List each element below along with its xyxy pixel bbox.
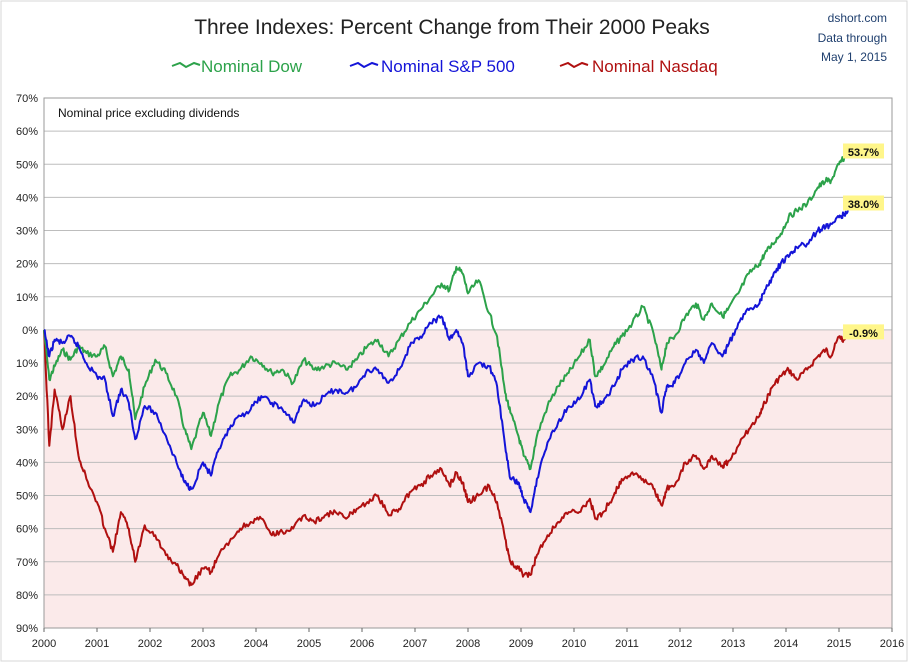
- legend-entry-sp500: Nominal S&P 500: [349, 57, 515, 76]
- x-tick-label: 2011: [615, 638, 639, 650]
- end-callout-box-sp500: [843, 195, 884, 211]
- x-tick-label: 2010: [562, 638, 586, 650]
- data-through-label: Data through: [818, 31, 887, 45]
- legend-line-nasdaq: [559, 61, 589, 69]
- x-tick-label: 2014: [774, 638, 798, 650]
- y-axis: 70% 60% 50% 40% 30% 20% 10% 0% 10% 20% 30% 40% 50% 60…: [16, 93, 38, 635]
- plot-area: Nominal price excluding dividends 53.7% 3…: [43, 97, 893, 629]
- x-tick-label: 2009: [509, 638, 533, 650]
- end-callout-box-nasdaq: [843, 324, 884, 340]
- y-tick-label: 20%: [16, 259, 38, 271]
- y-tick-label: 70%: [16, 557, 38, 569]
- legend-line-dow: [171, 61, 201, 69]
- y-tick-label: 40%: [16, 192, 38, 204]
- y-tick-label: 40%: [16, 457, 38, 469]
- legend-label-sp500: Nominal S&P 500: [381, 57, 515, 76]
- end-callout-label-dow: 53.7%: [848, 147, 879, 159]
- x-tick-label: 2013: [721, 638, 745, 650]
- source-label: dshort.com: [828, 11, 887, 25]
- x-tick-label: 2006: [350, 638, 374, 650]
- x-tick-label: 2002: [138, 638, 162, 650]
- y-tick-label: 50%: [16, 159, 38, 171]
- x-tick-label: 2007: [403, 638, 427, 650]
- end-callout-box-dow: [843, 143, 884, 159]
- x-tick-label: 2008: [456, 638, 480, 650]
- legend-line-sp500: [349, 61, 379, 69]
- chart-subtitle: Nominal price excluding dividends: [58, 106, 239, 120]
- legend-label-dow: Nominal Dow: [201, 57, 303, 76]
- x-tick-label: 2015: [827, 638, 851, 650]
- y-tick-label: 30%: [16, 226, 38, 238]
- y-tick-label: 50%: [16, 491, 38, 503]
- x-tick-label: 2003: [191, 638, 215, 650]
- end-value-callouts: 53.7% 38.0% -0.9%: [843, 143, 884, 340]
- y-tick-label: 80%: [16, 590, 38, 602]
- legend: Nominal Dow Nominal S&P 500 Nominal Nasd…: [171, 57, 718, 76]
- x-tick-label: 2001: [85, 638, 109, 650]
- legend-label-nasdaq: Nominal Nasdaq: [592, 57, 718, 76]
- series-lines: [43, 147, 858, 587]
- chart-title: Three Indexes: Percent Change from Their…: [194, 16, 710, 39]
- end-callout-label-nasdaq: -0.9%: [849, 328, 878, 340]
- x-tick-label: 2000: [32, 638, 56, 650]
- legend-entry-dow: Nominal Dow: [171, 57, 303, 76]
- y-tick-label: 30%: [16, 424, 38, 436]
- series-line-dow: [43, 147, 858, 471]
- y-tick-label: 10%: [16, 358, 38, 370]
- gridlines: [44, 97, 892, 629]
- y-tick-label: 10%: [16, 292, 38, 304]
- y-tick-label: 60%: [16, 126, 38, 138]
- end-callout-label-sp500: 38.0%: [848, 199, 879, 211]
- x-axis: 2000 2001 2002 2003 2004 2005 2006 2007 2008 2009…: [32, 628, 904, 650]
- y-tick-label: 90%: [16, 623, 38, 635]
- data-through-date: May 1, 2015: [821, 50, 887, 64]
- x-tick-label: 2012: [668, 638, 692, 650]
- series-line-nasdaq: [43, 327, 858, 587]
- x-tick-label: 2005: [297, 638, 321, 650]
- y-tick-label: 0%: [22, 325, 38, 337]
- x-tick-label: 2004: [244, 638, 268, 650]
- y-tick-label: 20%: [16, 391, 38, 403]
- legend-entry-nasdaq: Nominal Nasdaq: [559, 57, 718, 76]
- series-line-sp500: [43, 203, 858, 514]
- y-tick-label: 70%: [16, 93, 38, 105]
- y-tick-label: 60%: [16, 524, 38, 536]
- x-tick-label: 2016: [880, 638, 904, 650]
